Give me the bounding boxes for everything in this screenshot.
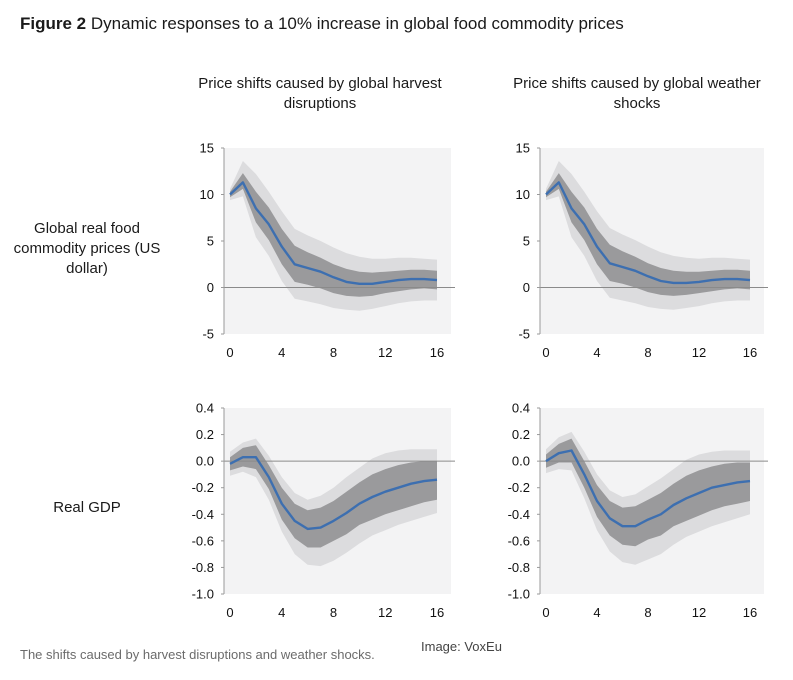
gdp-harvest-x-tick-label: 4 xyxy=(278,605,285,620)
food-prices-harvest-x-tick-label: 0 xyxy=(226,345,233,360)
gdp-weather-x-tick-label: 16 xyxy=(743,605,757,620)
gdp-weather-x-tick-label: 12 xyxy=(692,605,706,620)
gdp-harvest-y-tick-label: 0.4 xyxy=(196,401,214,416)
food-prices-weather-inner-band xyxy=(546,173,750,296)
food-prices-weather-x-tick-label: 16 xyxy=(743,345,757,360)
food-prices-harvest-x-tick-label: 12 xyxy=(378,345,392,360)
gdp-harvest-x-tick-label: 12 xyxy=(378,605,392,620)
food-prices-weather-x-tick-label: 4 xyxy=(593,345,600,360)
gdp-weather-y-tick-label: -0.8 xyxy=(508,560,530,575)
gdp-harvest-y-tick-label: -0.2 xyxy=(192,480,214,495)
gdp-harvest-y-tick-label: -0.4 xyxy=(192,507,214,522)
gdp-harvest-inner-band xyxy=(230,445,437,548)
image-credit: Image: VoxEu xyxy=(421,639,502,654)
gdp-harvest-series-line xyxy=(229,456,438,531)
food-prices-weather-y-tick-label: 0 xyxy=(523,280,530,295)
gdp-weather-y-tick-label: 0.4 xyxy=(512,401,530,416)
food-prices-harvest-x-tick-label: 4 xyxy=(278,345,285,360)
food-prices-harvest-x-tick-label: 16 xyxy=(430,345,444,360)
food-prices-weather-series-line xyxy=(545,181,751,285)
row-label-food-prices: Global real food commodity prices (US do… xyxy=(13,220,161,277)
figure-title: Figure 2 Dynamic responses to a 10% incr… xyxy=(20,14,624,34)
gdp-weather-y-tick-label: -1.0 xyxy=(508,587,530,602)
food-prices-harvest-y-tick-label: 5 xyxy=(207,234,214,249)
column-title-harvest: Price shifts caused by global harvest di… xyxy=(198,75,442,112)
gdp-weather-x-tick-label: 4 xyxy=(593,605,600,620)
row-label-real-gdp: Real GDP xyxy=(53,499,121,516)
food-prices-weather-x-tick-label: 12 xyxy=(692,345,706,360)
figure-title-text: Dynamic responses to a 10% increase in g… xyxy=(90,14,624,33)
food-prices-harvest-y-tick-label: 10 xyxy=(200,187,214,202)
gdp-harvest-y-tick-label: 0.0 xyxy=(196,454,214,469)
gdp-harvest-y-tick-label: -0.6 xyxy=(192,533,214,548)
gdp-weather-x-tick-label: 8 xyxy=(644,605,651,620)
food-prices-harvest-inner-band xyxy=(230,173,437,297)
gdp-harvest-y-tick-label: -0.8 xyxy=(192,560,214,575)
gdp-weather-x-tick-label: 0 xyxy=(542,605,549,620)
figure-label: Figure 2 xyxy=(20,14,87,33)
food-prices-weather-y-tick-label: 15 xyxy=(516,141,530,156)
gdp-harvest-x-tick-label: 0 xyxy=(226,605,233,620)
gdp-weather-y-tick-label: -0.6 xyxy=(508,533,530,548)
gdp-weather-outer-band xyxy=(546,431,750,565)
food-prices-weather-x-tick-label: 8 xyxy=(644,345,651,360)
food-prices-harvest-y-tick-label: 15 xyxy=(200,141,214,156)
food-prices-harvest-y-tick-label: 0 xyxy=(207,280,214,295)
gdp-weather-y-tick-label: -0.2 xyxy=(508,480,530,495)
column-title-weather: Price shifts caused by global weather sh… xyxy=(513,75,761,112)
gdp-weather-inner-band xyxy=(546,438,750,547)
gdp-weather-y-tick-label: 0.2 xyxy=(512,427,530,442)
gdp-weather-y-tick-label: 0.0 xyxy=(512,454,530,469)
food-prices-harvest-series-line xyxy=(229,181,438,285)
food-prices-harvest-y-tick-label: -5 xyxy=(202,327,214,342)
food-prices-weather-y-tick-label: -5 xyxy=(518,327,530,342)
gdp-harvest-x-tick-label: 16 xyxy=(430,605,444,620)
gdp-harvest-y-tick-label: -1.0 xyxy=(192,587,214,602)
gdp-harvest-x-tick-label: 8 xyxy=(330,605,337,620)
figure-caption: The shifts caused by harvest disruptions… xyxy=(20,647,375,662)
food-prices-weather-y-tick-label: 10 xyxy=(516,187,530,202)
gdp-harvest-y-tick-label: 0.2 xyxy=(196,427,214,442)
food-prices-harvest-x-tick-label: 8 xyxy=(330,345,337,360)
gdp-weather-y-tick-label: -0.4 xyxy=(508,507,530,522)
food-prices-weather-x-tick-label: 0 xyxy=(542,345,549,360)
gdp-weather-series-line xyxy=(545,449,751,528)
food-prices-weather-y-tick-label: 5 xyxy=(523,234,530,249)
